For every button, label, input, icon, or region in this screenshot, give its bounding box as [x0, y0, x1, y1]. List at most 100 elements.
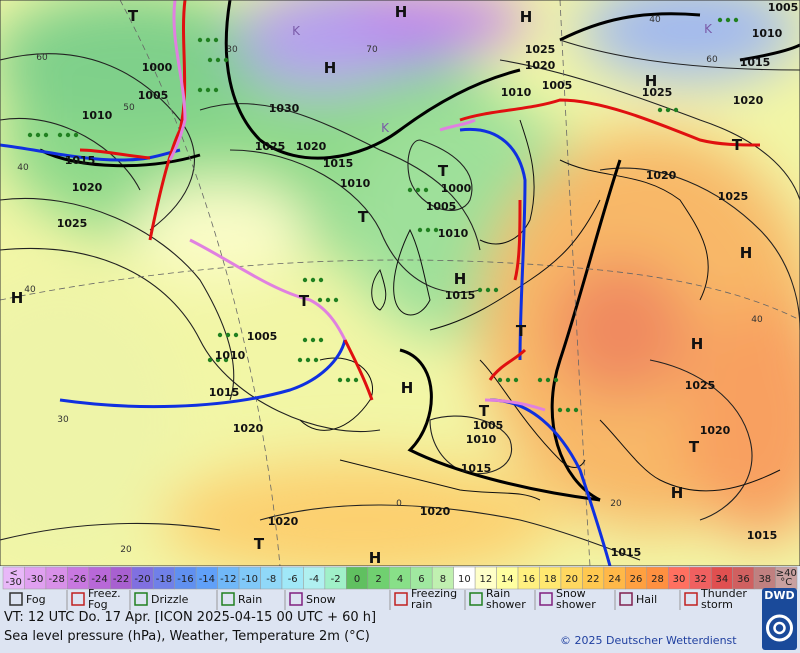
- pressure-center: H: [645, 72, 658, 90]
- pressure-center: H: [369, 549, 382, 567]
- rain-symbol: [223, 57, 229, 63]
- isobar-label: 1015: [209, 386, 240, 399]
- isobar-label: 1005: [247, 330, 278, 343]
- scale-label: 36: [737, 574, 750, 585]
- scale-label: 34: [716, 574, 729, 585]
- isobar-label: 1025: [255, 140, 286, 153]
- rain-symbol: [493, 287, 499, 293]
- rain-symbol: [318, 277, 324, 283]
- scale-label: <: [10, 568, 18, 579]
- isobar-label: 1015: [461, 462, 492, 475]
- isobar-label: 1020: [646, 169, 677, 182]
- isobar-label: 1020: [72, 181, 103, 194]
- rain-symbol: [657, 107, 663, 113]
- scale-label: -8: [266, 574, 276, 585]
- legend-icon: [619, 592, 633, 606]
- rain-symbol: [317, 297, 323, 303]
- isotherm-label: 60: [706, 55, 718, 65]
- isobar-label: 1020: [296, 140, 327, 153]
- scale-label: -12: [220, 574, 236, 585]
- legend-label: rain: [411, 598, 432, 611]
- pressure-center: T: [689, 438, 700, 456]
- pressure-center: H: [454, 270, 467, 288]
- scale-label: 2: [375, 574, 381, 585]
- rain-symbol: [197, 87, 203, 93]
- scale-label: ≥40: [776, 568, 797, 579]
- rain-symbol: [665, 107, 671, 113]
- legend-label: Rain: [486, 587, 510, 600]
- scale-label: 0: [354, 574, 360, 585]
- rain-symbol: [213, 87, 219, 93]
- map-field: [0, 0, 800, 566]
- isobar-label: 1010: [340, 177, 371, 190]
- pressure-center: T: [128, 7, 139, 25]
- rain-symbol: [305, 357, 311, 363]
- rain-symbol: [213, 37, 219, 43]
- legend-label: Fog: [26, 593, 46, 606]
- isobar-label: 1010: [466, 433, 497, 446]
- rain-symbol: [297, 357, 303, 363]
- rain-symbol: [557, 407, 563, 413]
- legend-label: Snow: [306, 593, 336, 606]
- isobar-label: 1020: [268, 515, 299, 528]
- legend-icon: [71, 592, 85, 606]
- pressure-center: T: [479, 402, 490, 420]
- pressure-center: T: [732, 136, 743, 154]
- pressure-center: H: [395, 3, 408, 21]
- rain-symbol: [57, 132, 63, 138]
- legend-label: shower: [556, 598, 596, 611]
- isobar-label: 1000: [441, 182, 472, 195]
- isobar-label: 1010: [752, 27, 783, 40]
- scale-label: -18: [156, 574, 172, 585]
- rain-symbol: [423, 187, 429, 193]
- legend-label: storm: [701, 598, 733, 611]
- scale-label: -30: [6, 577, 22, 588]
- isobar-label: 1000: [142, 61, 173, 74]
- legend-label: Rain: [238, 593, 262, 606]
- isobar-label: 1025: [685, 379, 716, 392]
- isotherm-label: 30: [57, 415, 69, 425]
- scale-label: 22: [587, 574, 600, 585]
- rain-symbol: [27, 132, 33, 138]
- rain-symbol: [313, 357, 319, 363]
- legend-icon: [469, 592, 483, 606]
- scale-label: 12: [479, 574, 492, 585]
- isobar-label: 1015: [611, 546, 642, 559]
- isobar-label: 1020: [525, 59, 556, 72]
- rain-symbol: [673, 107, 679, 113]
- rain-symbol: [513, 377, 519, 383]
- isobar-label: 1005: [473, 419, 504, 432]
- scale-label: 20: [565, 574, 578, 585]
- rain-symbol: [573, 407, 579, 413]
- isobar-label: 1030: [269, 102, 300, 115]
- isobar-label: 1025: [718, 190, 749, 203]
- rain-symbol: [233, 332, 239, 338]
- rain-symbol: [215, 357, 221, 363]
- pressure-center: T: [438, 162, 449, 180]
- rain-symbol: [302, 277, 308, 283]
- legend-label: Freezing: [411, 587, 457, 600]
- isobar-label: 1005: [768, 1, 799, 14]
- scale-label: 4: [397, 574, 403, 585]
- description: Sea level pressure (hPa), Weather, Tempe…: [4, 629, 370, 644]
- rain-symbol: [65, 132, 71, 138]
- isotherm-label: 40: [649, 15, 661, 25]
- rain-symbol: [725, 17, 731, 23]
- rain-symbol: [310, 277, 316, 283]
- isotherm-label: 40: [24, 285, 36, 295]
- scale-label: 16: [522, 574, 535, 585]
- isotherm-label: 40: [17, 163, 29, 173]
- rain-symbol: [35, 132, 41, 138]
- rain-symbol: [205, 87, 211, 93]
- legend-icon: [539, 592, 553, 606]
- scale-label: 18: [544, 574, 557, 585]
- legend-icon: [684, 592, 698, 606]
- rain-symbol: [337, 377, 343, 383]
- pressure-center: T: [358, 208, 369, 226]
- isotherm-label: 50: [123, 103, 135, 113]
- scale-label: -28: [48, 574, 64, 585]
- isotherm-label: 20: [610, 499, 622, 509]
- legend-icon: [134, 592, 148, 606]
- rain-symbol: [497, 377, 503, 383]
